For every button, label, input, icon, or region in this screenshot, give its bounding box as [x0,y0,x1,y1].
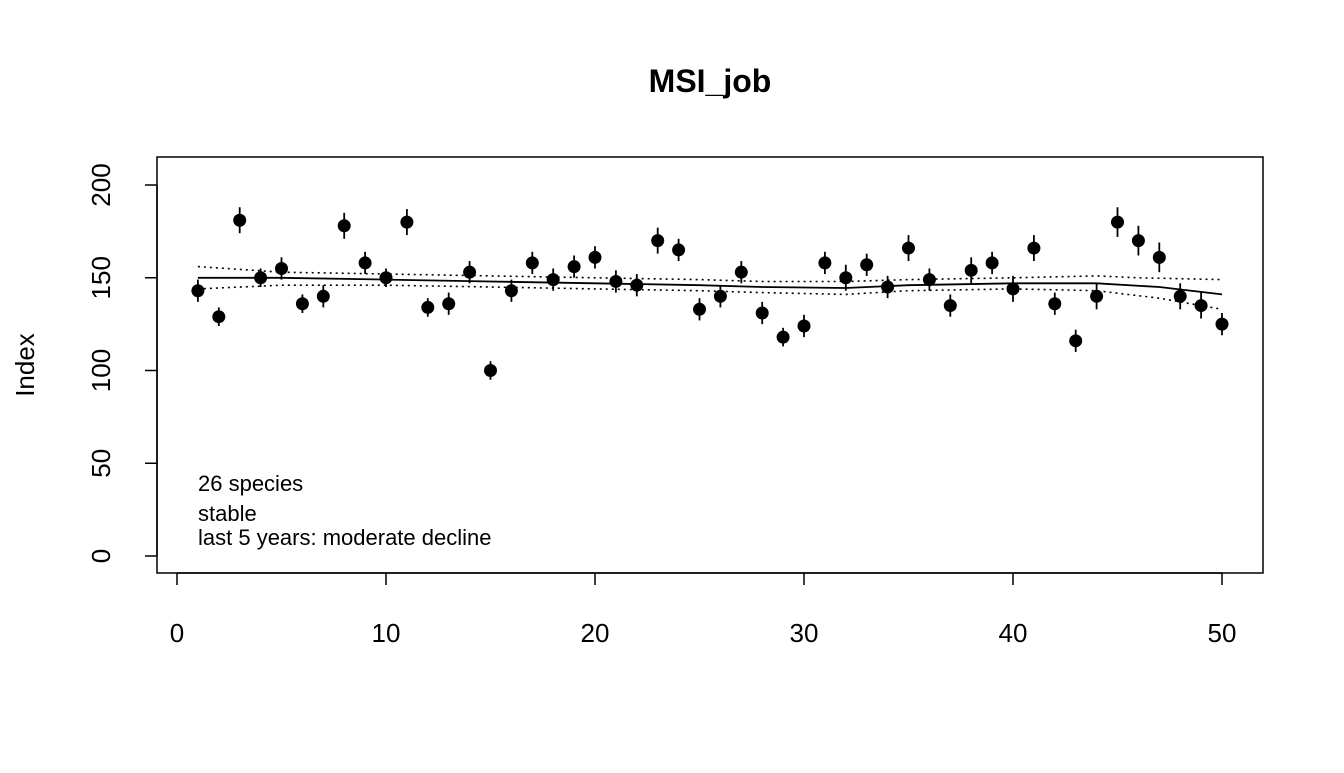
annotation-last-years: last 5 years: moderate decline [198,525,492,550]
y-tick-label: 0 [86,549,116,563]
upper-confidence-line [197,265,1223,283]
data-point [943,299,957,313]
data-point [1027,241,1041,255]
data-point [254,271,268,285]
data-point [797,319,811,333]
data-point [630,278,644,292]
data-point [233,213,247,227]
data-point [1006,282,1020,296]
data-point [421,300,435,314]
data-point [442,297,456,311]
x-tick-label: 10 [372,618,401,648]
data-point [484,364,497,377]
trend-lines [197,265,1223,311]
data-point [504,284,518,298]
data-point [693,302,706,316]
data-point [776,330,790,344]
x-tick-label: 40 [999,618,1028,648]
data-point [1215,317,1229,331]
data-point [358,256,372,270]
data-point [1111,215,1124,229]
data-point [463,265,477,279]
trend-line [197,276,1223,296]
annotation-species: 26 species [198,471,303,496]
y-axis-label: Index [10,333,40,397]
data-point [985,256,999,270]
data-point [651,234,665,248]
x-tick-label: 20 [581,618,610,648]
data-point [860,258,874,272]
data-point [818,256,832,270]
x-axis: 0 10 20 30 40 50 [170,572,1237,648]
data-point [400,215,414,229]
lower-confidence-line [197,284,1223,311]
data-point [713,289,727,303]
x-tick-label: 0 [170,618,184,648]
data-point [1173,289,1187,303]
data-point [902,241,915,255]
data-point [212,310,226,324]
data-point [525,256,539,270]
data-point [1152,250,1166,264]
x-tick-label: 50 [1208,618,1237,648]
data-point [275,261,288,275]
data-point [337,219,351,233]
data-point [881,280,895,294]
data-point [1048,297,1062,311]
data-point [672,243,686,257]
data-point [546,273,560,287]
x-tick-label: 30 [790,618,819,648]
data-point [964,263,978,277]
data-point [567,260,581,274]
data-point [1069,334,1083,348]
y-tick-label: 200 [86,163,116,206]
plot-frame [156,156,1264,574]
data-point [588,250,602,264]
chart-title: MSI_job [649,63,772,99]
y-axis: 0 50 100 150 200 [86,163,158,563]
data-point [609,274,623,288]
data-point [1090,289,1104,303]
data-points [191,207,1229,380]
y-tick-label: 50 [86,449,116,478]
data-point [1194,299,1208,313]
y-tick-label: 100 [86,349,116,392]
y-tick-label: 150 [86,256,116,299]
annotation-trend: stable [198,501,257,526]
data-point [755,306,769,320]
data-point [839,271,853,285]
data-point [1131,234,1145,248]
data-point [316,289,330,303]
data-point [295,297,309,311]
data-point [191,284,205,298]
data-point [379,271,393,285]
data-point [922,273,936,287]
data-point [734,265,748,279]
